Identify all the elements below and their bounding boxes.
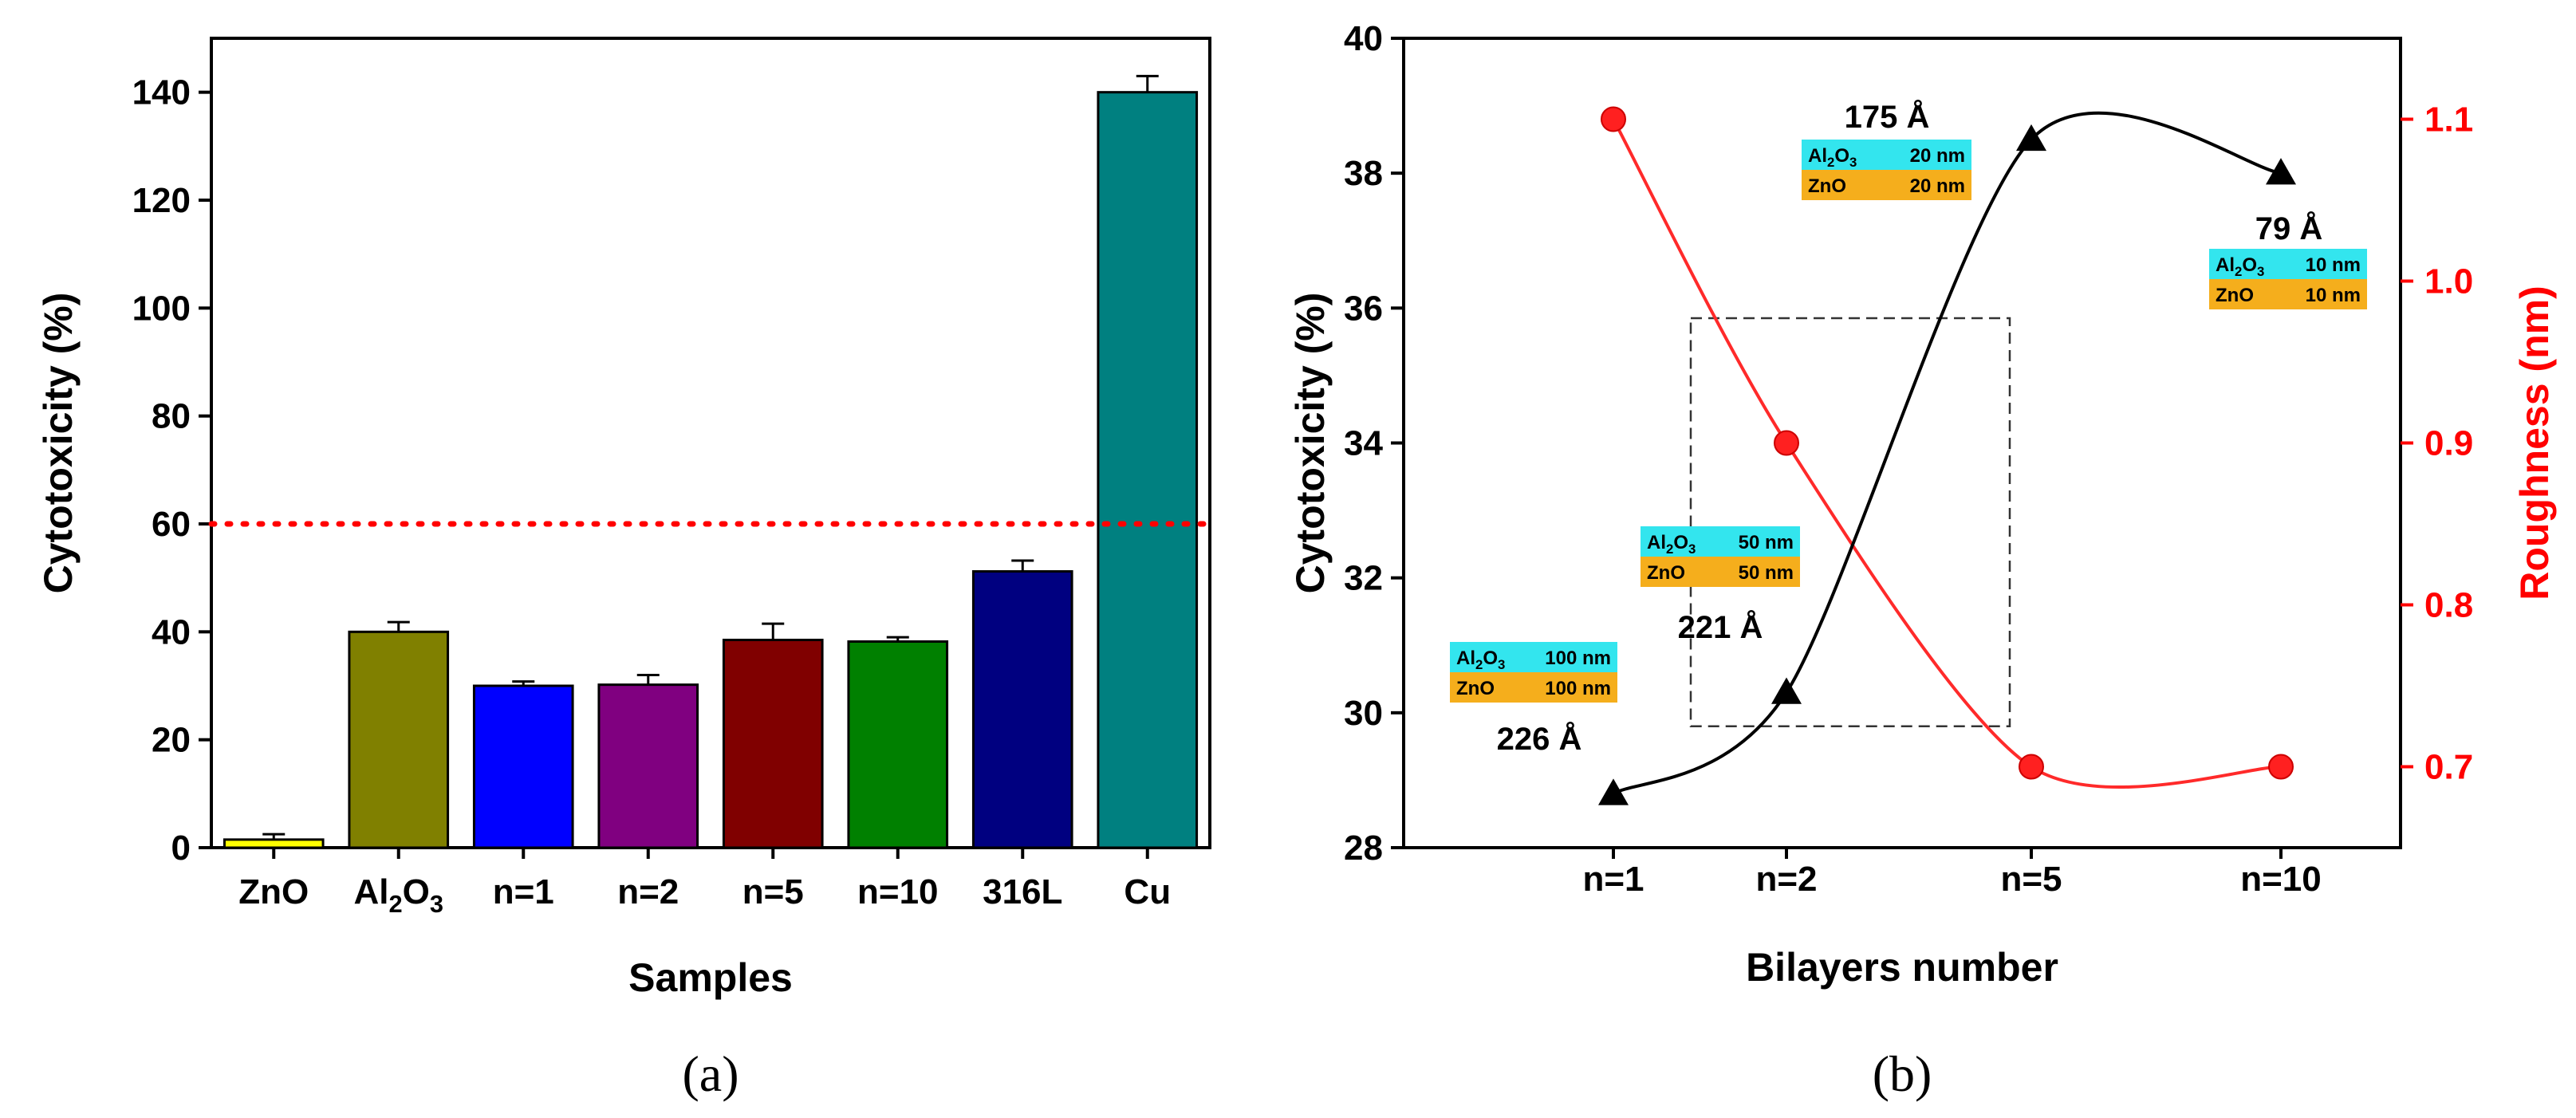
bar-n=10 — [847, 640, 949, 849]
y2-tick-label: 1.0 — [2424, 262, 2473, 301]
roughness-point — [1774, 430, 1799, 456]
y-tick-label: 60 — [152, 505, 191, 544]
bar-n=2 — [597, 683, 699, 849]
x-axis-title: Bilayers number — [1746, 945, 2058, 990]
bar-cu — [1097, 91, 1199, 849]
al2o3-thickness: 100 nm — [1545, 648, 1611, 669]
y-tick-label: 38 — [1344, 154, 1383, 193]
zno-label: ZnO — [1647, 562, 1685, 584]
x-axis-title: Samples — [628, 955, 793, 1000]
al2o3-thickness: 10 nm — [2306, 254, 2361, 276]
roughness-annotation: 175 Å — [1845, 99, 1930, 135]
y2-tick-label: 1.1 — [2424, 100, 2473, 140]
y2-axis-title: Roughness (nm) — [2512, 285, 2557, 600]
x-tick-label: ZnO — [238, 872, 309, 911]
x-tick-label: n=10 — [857, 872, 939, 911]
bar-n=5 — [722, 638, 824, 849]
cytotoxicity-point — [1771, 677, 1802, 704]
al2o3-layer-box — [1641, 526, 1800, 557]
cytotoxicity-point — [1598, 778, 1629, 805]
x-tick-label: Al2O3 — [353, 872, 443, 918]
zno-label: ZnO — [2216, 285, 2254, 306]
al2o3-label: Al2O3 — [1808, 145, 1857, 170]
roughness-point — [2019, 754, 2044, 780]
roughness-annotation: 226 Å — [1497, 721, 1582, 757]
zno-thickness: 20 nm — [1910, 175, 1965, 197]
roughness-point — [1601, 106, 1626, 132]
al2o3-label: Al2O3 — [2216, 254, 2264, 279]
y-tick-label: 80 — [152, 397, 191, 436]
y-tick-label: 140 — [132, 73, 191, 112]
x-tick-label: n=2 — [617, 872, 679, 911]
cytotoxicity-point — [2266, 158, 2296, 185]
cytotoxicity-point — [2016, 124, 2046, 152]
y-tick-label: 36 — [1344, 289, 1383, 328]
y-tick-label: 100 — [132, 289, 191, 328]
y-tick-label: 40 — [152, 612, 191, 652]
bar-316l — [971, 570, 1073, 849]
x-tick-label: n=1 — [1582, 860, 1644, 899]
x-tick-label: n=1 — [493, 872, 554, 911]
zno-thickness: 50 nm — [1739, 562, 1794, 584]
panel-b: 28 30 32 34 36 38 40 0.7 0.8 0.9 1.0 1.1 n=1 n=2 n=5 n=… — [1288, 19, 2557, 1102]
x-tick-label: n=5 — [742, 872, 804, 911]
panel-label-b: (b) — [1873, 1045, 1932, 1102]
y2-tick-label: 0.7 — [2424, 748, 2473, 787]
y-tick-label: 34 — [1344, 424, 1383, 463]
cytotoxicity-line — [1612, 111, 2282, 796]
panel-a: 0 20 40 60 80 100 120 140 ZnO Al2O3 n=1 n=2 n=5 n=10 3… — [36, 37, 1213, 1102]
roughness-annotation: 221 Å — [1678, 609, 1763, 645]
zno-thickness: 100 nm — [1545, 678, 1611, 699]
zno-thickness: 10 nm — [2306, 285, 2361, 306]
zno-layer-box — [2209, 279, 2367, 309]
al2o3-thickness: 20 nm — [1910, 145, 1965, 167]
x-tick-label: 316L — [983, 872, 1062, 911]
zno-label: ZnO — [1808, 175, 1846, 197]
roughness-point — [2268, 754, 2294, 780]
y-tick-label: 28 — [1344, 829, 1383, 868]
y-tick-label: 0 — [171, 829, 191, 868]
y2-tick-label: 0.9 — [2424, 424, 2473, 463]
y-tick-label: 20 — [152, 721, 191, 760]
y-tick-label: 120 — [132, 181, 191, 220]
y-axis-title: Cytotoxicity (%) — [1288, 293, 1333, 594]
y2-tick-label: 0.8 — [2424, 586, 2473, 625]
al2o3-layer-box — [1450, 642, 1617, 672]
al2o3-layer-box — [2209, 249, 2367, 279]
plot-frame — [210, 37, 1211, 849]
roughness-line — [1612, 118, 2282, 789]
al2o3-thickness: 50 nm — [1739, 532, 1794, 553]
bar-zno — [223, 838, 325, 849]
al2o3-label: Al2O3 — [1647, 532, 1696, 557]
y-axis-title: Cytotoxicity (%) — [36, 293, 81, 594]
highlight-box — [1689, 317, 2011, 727]
zno-layer-box — [1641, 557, 1800, 587]
y-tick-label: 40 — [1344, 19, 1383, 58]
x-tick-label: n=10 — [2240, 860, 2322, 899]
zno-layer-box — [1802, 170, 1971, 200]
x-tick-label: n=5 — [2000, 860, 2062, 899]
panel-label-a: (a) — [682, 1045, 739, 1102]
y-tick-label: 32 — [1344, 559, 1383, 598]
zno-layer-box — [1450, 672, 1617, 703]
al2o3-label: Al2O3 — [1456, 648, 1505, 672]
x-tick-label: Cu — [1124, 872, 1171, 911]
al2o3-layer-box — [1802, 140, 1971, 170]
zno-label: ZnO — [1456, 678, 1495, 699]
bar-al2o3 — [348, 630, 450, 849]
roughness-annotation: 79 Å — [2255, 211, 2323, 246]
y-tick-label: 30 — [1344, 694, 1383, 733]
bar-n=1 — [472, 684, 574, 849]
x-tick-label: n=2 — [1755, 860, 1817, 899]
